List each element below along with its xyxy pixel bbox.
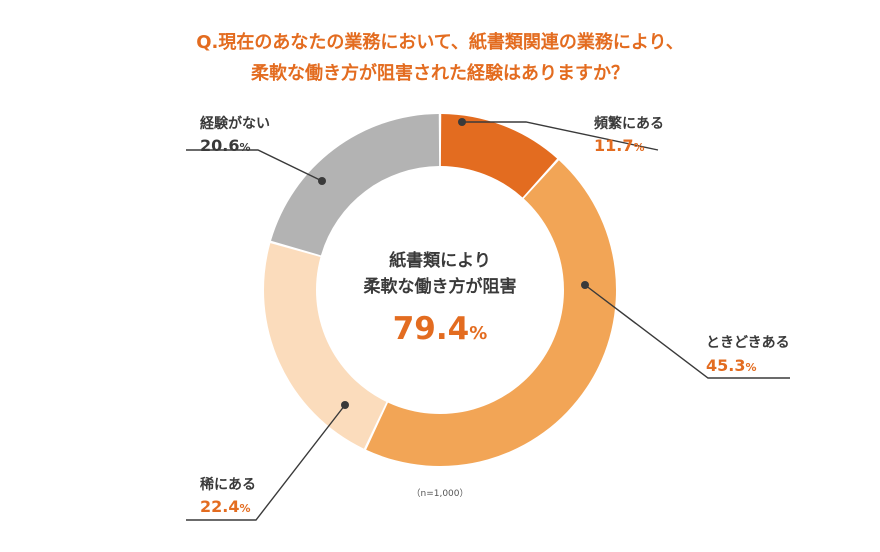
leader-line-3 (186, 404, 346, 521)
leader-dot-3 (341, 401, 349, 409)
leader-line-1 (462, 121, 659, 151)
center-label-line-1: 紙書類により (389, 250, 491, 271)
slice-value-number-2: 45.3 (706, 356, 745, 375)
leader-dot-2 (581, 281, 589, 289)
slice-value-number-3: 22.4 (200, 497, 239, 516)
slice-4 (271, 114, 440, 256)
slice-value-unit-3: % (239, 502, 250, 515)
slice-value-unit-2: % (745, 361, 756, 374)
slice-value-2: 45.3% (706, 356, 757, 375)
center-value-number: 79.4 (393, 311, 470, 347)
sample-size-note: （n=1,000） (411, 488, 468, 499)
question-title-line-2: 柔軟な働き方が阻害された経験はありますか？ (251, 62, 629, 84)
leader-lines (186, 118, 790, 521)
leader-dot-1 (458, 118, 466, 126)
center-label-line-2: 柔軟な働き方が阻害 (364, 276, 517, 297)
slice-value-4: 20.6% (200, 136, 251, 155)
slice-labels: 頻繁にある 11.7% ときどきある 45.3% 稀にある 22.4% 経験がない 20.6% (200, 115, 790, 516)
question-title-line-1: Q.現在のあなたの業務において、紙書類関連の業務により、 (196, 31, 684, 53)
slice-label-1: 頻繁にある (594, 115, 664, 132)
slice-value-unit-4: % (239, 141, 250, 154)
leader-line-4 (186, 149, 323, 182)
slice-label-4: 経験がない (200, 115, 270, 132)
slice-value-unit-1: % (633, 141, 644, 154)
slice-2 (366, 160, 617, 467)
center-value: 79.4% (393, 311, 488, 347)
slice-1 (440, 114, 558, 198)
leader-dot-4 (318, 177, 326, 185)
slice-label-2: ときどきある (706, 335, 790, 351)
donut-slices (264, 114, 617, 467)
slice-value-number-4: 20.6 (200, 136, 239, 155)
slice-3 (264, 243, 387, 449)
slice-value-3: 22.4% (200, 497, 251, 516)
slice-value-1: 11.7% (594, 136, 645, 155)
center-value-unit: % (469, 323, 487, 344)
leader-line-2 (584, 284, 790, 379)
slice-value-number-1: 11.7 (594, 136, 633, 155)
slice-label-3: 稀にある (200, 476, 256, 493)
